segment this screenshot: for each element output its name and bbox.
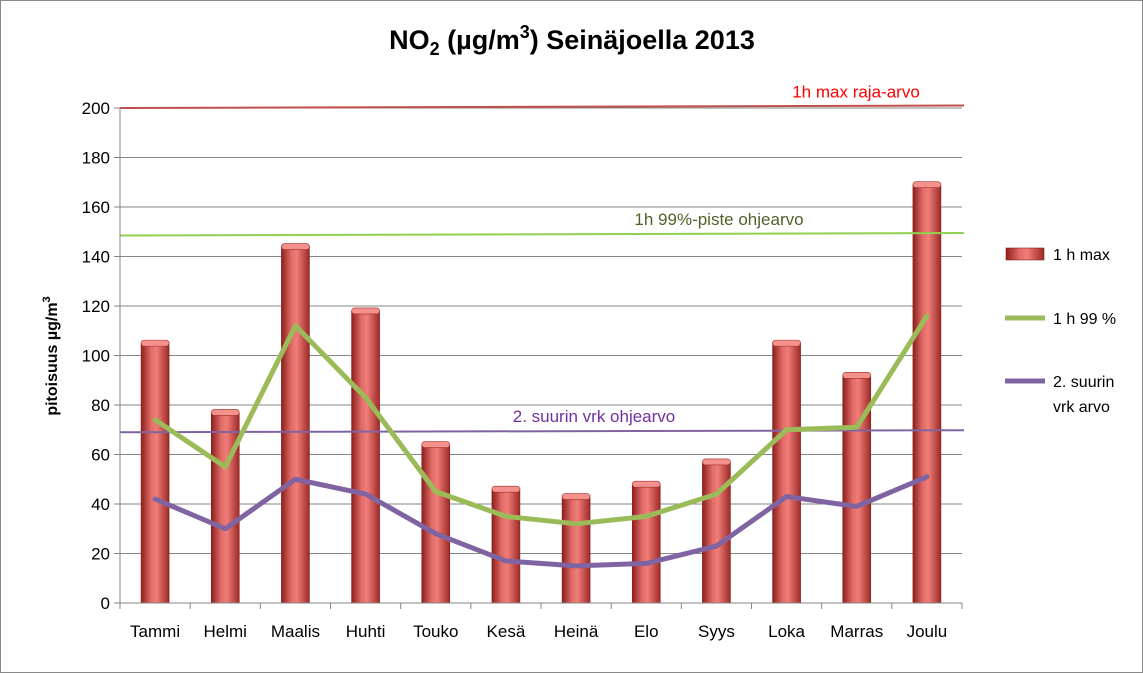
- y-axis-label-superscript: 3: [41, 296, 53, 302]
- bar: [140, 342, 170, 604]
- legend-swatch: [1005, 247, 1045, 261]
- bar: [210, 412, 240, 604]
- bar-cap: [702, 458, 731, 466]
- y-axis-label: pitoisuus µg/m3: [41, 296, 61, 415]
- y-tick-label: 200: [82, 99, 110, 118]
- bar: [912, 184, 942, 604]
- legend-label-line: 2. suurin: [1053, 374, 1114, 391]
- reference-lines: 1h max raja-arvo 1h 99%-piste ohjearvo 2. …: [119, 83, 965, 434]
- x-tick-label: Kesä: [487, 622, 526, 641]
- title-part: ) Seinäjoella 2013: [530, 25, 755, 55]
- legend-label: 1 h 99 %: [1053, 311, 1116, 328]
- reference-line-label: 1h max raja-arvo: [792, 83, 920, 102]
- y-tick-labels: 0 20 40 60 80 100 120 140 160 180 200: [82, 99, 110, 613]
- y-tick-label: 100: [82, 347, 110, 366]
- title-subscript: 2: [430, 39, 440, 59]
- bar: [421, 444, 451, 604]
- series-line: [152, 313, 930, 527]
- x-tick-labels: Tammi Helmi Maalis Huhti Touko Kesä Heinä Elo Sy…: [130, 622, 947, 641]
- x-tick-label: Joulu: [907, 622, 948, 641]
- y-tick-label: 40: [91, 495, 110, 514]
- x-tick-label: Touko: [413, 622, 458, 641]
- legend-label-line: vrk arvo: [1053, 399, 1110, 416]
- legend: 1 h max 1 h 99 % 2. suurin vrk arvo: [1005, 247, 1116, 416]
- legend-label: 2. suurin vrk arvo: [1053, 374, 1114, 416]
- title-part: (µg/m: [440, 25, 520, 55]
- chart-title: NO2 (µg/m3) Seinäjoella 2013: [389, 22, 755, 59]
- y-tick-label: 160: [82, 198, 110, 217]
- y-tick-label: 0: [101, 594, 110, 613]
- title-part: NO: [389, 25, 430, 55]
- bar: [491, 488, 521, 604]
- x-tick-label: Loka: [768, 622, 805, 641]
- y-tick-label: 120: [82, 297, 110, 316]
- line-series: [152, 313, 930, 569]
- legend-label-line: 1 h max: [1053, 247, 1110, 264]
- x-tick-label: Marras: [830, 622, 883, 641]
- bar: [772, 342, 801, 604]
- bar-cap: [491, 485, 521, 493]
- bar-cap: [140, 339, 170, 347]
- gridlines: [114, 107, 962, 604]
- reference-line: [119, 429, 965, 434]
- bar-series: [140, 181, 942, 604]
- bar-cap: [421, 441, 451, 448]
- y-tick-label: 20: [91, 545, 110, 564]
- x-tick-label: Syys: [698, 622, 735, 641]
- x-tick-label: Elo: [634, 622, 659, 641]
- y-tick-label: 180: [82, 149, 110, 168]
- y-tick-label: 80: [91, 396, 110, 415]
- x-tick-label: Heinä: [554, 622, 599, 641]
- y-axis-label-group: pitoisuus µg/m3: [41, 296, 61, 415]
- bar: [561, 496, 591, 604]
- y-tick-label: 60: [91, 446, 110, 465]
- reference-line: [119, 231, 965, 237]
- reference-line: [119, 104, 965, 109]
- bar: [631, 483, 661, 604]
- legend-label-line: 1 h 99 %: [1053, 311, 1116, 328]
- axes: [119, 108, 963, 609]
- title-superscript: 3: [520, 22, 530, 42]
- y-tick-label: 140: [82, 248, 110, 267]
- x-tick-label: Helmi: [204, 622, 247, 641]
- bar-cap: [210, 409, 240, 416]
- x-tick-label: Tammi: [130, 622, 180, 641]
- bar-cap: [281, 243, 310, 250]
- bar-cap: [912, 181, 942, 189]
- reference-line-label: 2. suurin vrk ohjearvo: [513, 407, 676, 426]
- reference-line-label: 1h 99%-piste ohjearvo: [634, 210, 803, 229]
- legend-label: 1 h max: [1053, 247, 1110, 264]
- x-tick-label: Maalis: [271, 622, 320, 641]
- series-line: [152, 474, 930, 569]
- bar: [351, 310, 380, 604]
- bar-cap: [351, 307, 380, 315]
- bar-cap: [561, 493, 591, 500]
- x-tick-label: Huhti: [346, 622, 386, 641]
- y-axis-label-text: pitoisuus µg/m: [44, 302, 61, 415]
- bar-cap: [842, 371, 872, 379]
- bar-cap: [772, 339, 801, 347]
- bar: [281, 246, 310, 604]
- bar-cap: [631, 480, 661, 488]
